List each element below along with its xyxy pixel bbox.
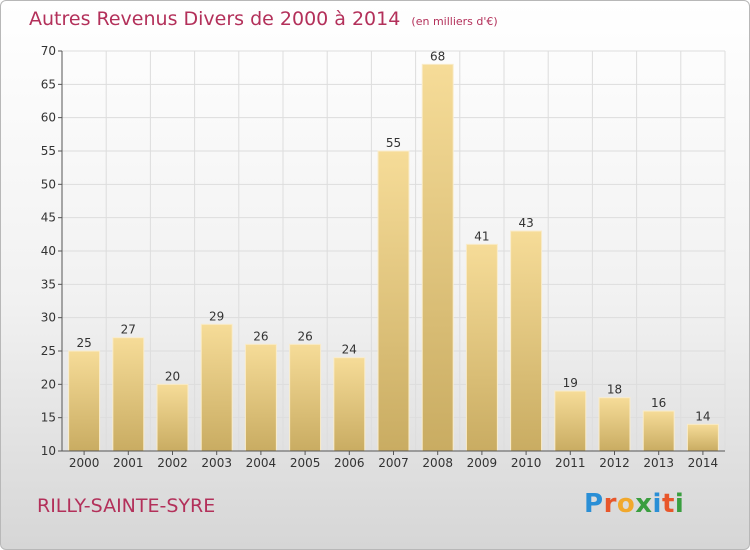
logo-letter: t xyxy=(661,489,675,519)
x-tick-label: 2006 xyxy=(334,456,365,470)
bar-value-label: 41 xyxy=(474,229,489,243)
y-tick-label: 10 xyxy=(41,444,56,458)
bar xyxy=(465,243,498,452)
bar-value-label: 18 xyxy=(607,383,622,397)
axes: 10 15 20 25 30 35 40 45 50 55 60 65 70 2000 2001 2002 20… xyxy=(41,44,725,470)
x-tick-label: 2009 xyxy=(467,456,498,470)
bar xyxy=(377,150,410,452)
x-tick-label: 2005 xyxy=(290,456,321,470)
bar-value-label: 25 xyxy=(76,336,91,350)
chart-title: Autres Revenus Divers de 2000 à 2014 xyxy=(29,8,401,30)
bar xyxy=(598,397,631,452)
bar xyxy=(244,343,277,452)
bar xyxy=(156,383,189,452)
bar xyxy=(289,343,322,452)
bar-value-label: 29 xyxy=(209,309,224,323)
logo-letter: i xyxy=(674,489,685,519)
title-block: Autres Revenus Divers de 2000 à 2014 (en… xyxy=(29,8,498,30)
bar-value-label: 26 xyxy=(297,329,312,343)
x-tick-label: 2010 xyxy=(511,456,542,470)
y-tick-label: 55 xyxy=(41,144,56,158)
y-tick-label: 25 xyxy=(41,344,56,358)
y-tick-label: 65 xyxy=(41,77,56,91)
y-tick-label: 40 xyxy=(41,244,56,258)
x-tick-label: 2011 xyxy=(555,456,586,470)
logo-letter: r xyxy=(603,489,617,519)
bar-value-label: 14 xyxy=(695,409,710,423)
x-tick-label: 2007 xyxy=(378,456,409,470)
logo-letter: i xyxy=(652,489,662,519)
y-tick-label: 70 xyxy=(41,44,56,58)
logo-letter: P xyxy=(584,489,604,519)
x-tick-label: 2001 xyxy=(113,456,144,470)
bar-value-label: 20 xyxy=(165,369,180,383)
x-tick-label: 2014 xyxy=(688,456,719,470)
bar-value-label: 24 xyxy=(342,343,357,357)
y-tick-label: 35 xyxy=(41,277,56,291)
y-tick-label: 60 xyxy=(41,111,56,125)
chart-subtitle: (en milliers d'€) xyxy=(411,15,498,28)
bar xyxy=(510,230,543,452)
bar-value-label: 27 xyxy=(121,323,136,337)
y-tick-label: 30 xyxy=(41,311,56,325)
proxiti-logo[interactable]: Proxiti xyxy=(584,489,684,519)
bars: 25 27 20 29 26 26 24 55 68 41 43 19 18 16 14 xyxy=(68,49,719,452)
x-tick-label: 2000 xyxy=(69,456,100,470)
bar-value-label: 26 xyxy=(253,329,268,343)
x-tick-label: 2003 xyxy=(201,456,232,470)
logo-letter: x xyxy=(635,489,653,519)
bar-value-label: 68 xyxy=(430,49,445,63)
y-tick-label: 50 xyxy=(41,177,56,191)
bar-value-label: 19 xyxy=(563,376,578,390)
logo-letter: o xyxy=(616,489,636,519)
x-tick-label: 2002 xyxy=(157,456,188,470)
x-tick-label: 2013 xyxy=(643,456,674,470)
bar xyxy=(68,350,101,452)
x-tick-label: 2012 xyxy=(599,456,630,470)
y-tick-label: 20 xyxy=(41,377,56,391)
commune-name: RILLY-SAINTE-SYRE xyxy=(37,495,216,517)
x-tick-label: 2004 xyxy=(246,456,277,470)
bar-value-label: 16 xyxy=(651,396,666,410)
y-tick-label: 15 xyxy=(41,411,56,425)
bar-value-label: 55 xyxy=(386,136,401,150)
x-tick-label: 2008 xyxy=(422,456,453,470)
bar xyxy=(686,423,719,452)
bar xyxy=(200,323,233,452)
bar xyxy=(421,63,454,452)
y-tick-label: 45 xyxy=(41,211,56,225)
bar xyxy=(642,410,675,452)
bar xyxy=(554,390,587,452)
bar xyxy=(333,357,366,452)
bar xyxy=(112,337,145,452)
bar-value-label: 43 xyxy=(518,216,533,230)
